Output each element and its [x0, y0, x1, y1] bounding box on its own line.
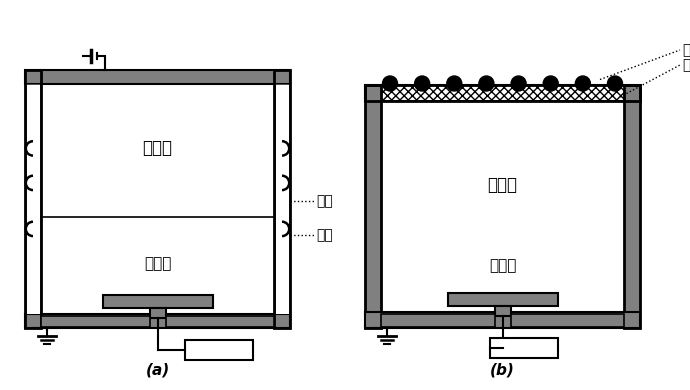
Bar — [274, 70, 290, 328]
Text: 射频偏压: 射频偏压 — [204, 344, 234, 356]
Text: 基片台: 基片台 — [489, 258, 516, 273]
Bar — [624, 85, 640, 328]
Circle shape — [511, 76, 526, 91]
Bar — [365, 85, 640, 101]
Bar — [365, 312, 640, 328]
Text: 反应室: 反应室 — [488, 176, 518, 194]
Bar — [103, 295, 213, 308]
Text: 射频偏压: 射频偏压 — [509, 342, 539, 355]
Circle shape — [479, 76, 494, 91]
Bar — [25, 314, 290, 328]
Bar — [185, 340, 253, 360]
Bar — [25, 70, 290, 84]
Text: 射频: 射频 — [682, 43, 690, 57]
Text: 基片台: 基片台 — [144, 256, 171, 271]
Bar — [166, 316, 274, 327]
Text: 反应室: 反应室 — [143, 139, 172, 158]
Circle shape — [415, 76, 430, 91]
Bar — [26, 84, 40, 314]
Circle shape — [575, 76, 591, 91]
Bar — [275, 84, 289, 314]
Bar — [365, 85, 640, 101]
Bar — [381, 314, 495, 327]
Text: 线圈: 线圈 — [316, 229, 333, 243]
Bar — [365, 85, 381, 328]
Bar — [490, 338, 558, 358]
Bar — [25, 70, 41, 328]
Circle shape — [543, 76, 558, 91]
Bar — [495, 306, 511, 316]
Circle shape — [607, 76, 622, 91]
Bar — [275, 84, 289, 314]
Text: 射频: 射频 — [316, 194, 333, 208]
Bar — [511, 314, 624, 327]
Bar — [448, 293, 558, 306]
Bar — [150, 308, 166, 318]
Text: (a): (a) — [146, 362, 170, 378]
Circle shape — [382, 76, 397, 91]
Text: (b): (b) — [490, 362, 515, 378]
Circle shape — [447, 76, 462, 91]
Bar — [26, 84, 40, 314]
Bar — [41, 316, 150, 327]
Text: 线圈: 线圈 — [682, 58, 690, 72]
